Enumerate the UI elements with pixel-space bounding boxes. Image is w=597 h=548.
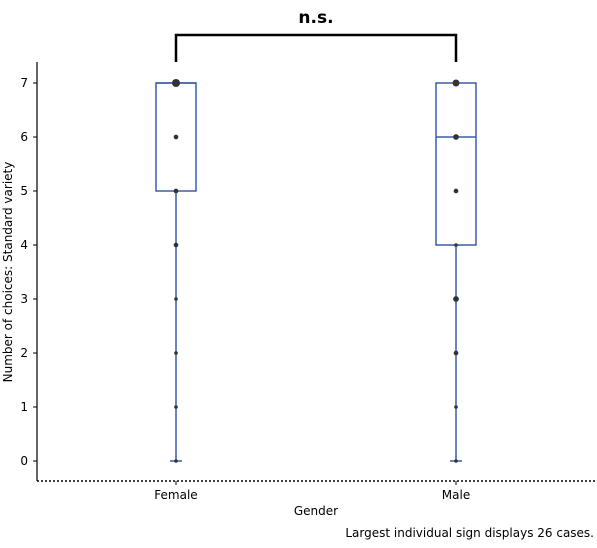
point-male [454, 459, 458, 463]
point-female [172, 79, 180, 87]
point-male [453, 134, 459, 140]
point-male [453, 188, 459, 194]
point-female [173, 134, 179, 140]
y-tick-label: 5 [20, 184, 28, 198]
y-tick-label: 7 [20, 76, 28, 90]
y-axis-title: Number of choices: Standard variety [1, 162, 15, 383]
significance-bracket [174, 33, 458, 62]
y-tick-label: 0 [20, 454, 28, 468]
point-female [174, 297, 178, 301]
y-tick-label: 3 [20, 292, 28, 306]
footnote: Largest individual sign displays 26 case… [345, 526, 594, 540]
y-tick-label: 4 [20, 238, 28, 252]
y-tick-label: 1 [20, 400, 28, 414]
y-tick-label: 6 [20, 130, 28, 144]
bracket-line [174, 33, 458, 62]
point-female [173, 188, 179, 194]
axes: 0 1 2 3 4 5 6 7 Female Male [20, 62, 597, 502]
significance-label: n.s. [298, 8, 333, 28]
point-female [174, 405, 178, 409]
x-tick-label-male: Male [442, 488, 470, 502]
point-male [452, 79, 460, 87]
point-female [173, 242, 179, 248]
x-axis-title: Gender [294, 504, 338, 518]
point-female [174, 351, 178, 355]
point-male [453, 350, 459, 356]
point-male [454, 405, 458, 409]
boxes [155, 82, 477, 462]
point-male [454, 243, 458, 247]
y-tick-label: 2 [20, 346, 28, 360]
box-female [155, 82, 197, 462]
point-male [453, 296, 459, 302]
x-tick-label-female: Female [154, 488, 197, 502]
box-iqr [435, 82, 477, 246]
points [172, 79, 460, 463]
point-female [174, 459, 178, 463]
